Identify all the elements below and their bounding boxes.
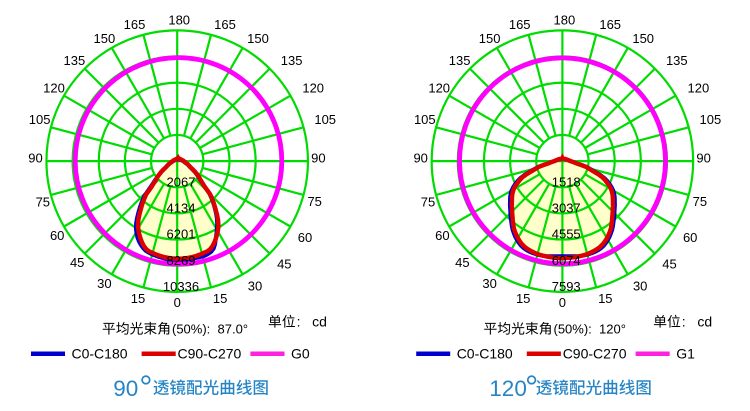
svg-text:60: 60 bbox=[298, 230, 312, 245]
svg-text:165: 165 bbox=[124, 17, 146, 32]
svg-text:120: 120 bbox=[43, 81, 65, 96]
svg-text:: cd: : cd bbox=[682, 314, 712, 330]
svg-text:C0-C180: C0-C180 bbox=[72, 346, 128, 362]
svg-text:150: 150 bbox=[247, 31, 269, 46]
svg-text:75: 75 bbox=[36, 194, 50, 209]
svg-text:15: 15 bbox=[516, 291, 530, 306]
svg-text:120: 120 bbox=[489, 376, 527, 401]
svg-text:15: 15 bbox=[598, 291, 612, 306]
svg-text:30: 30 bbox=[97, 276, 111, 291]
svg-text:105: 105 bbox=[414, 112, 436, 127]
svg-text:90: 90 bbox=[696, 151, 710, 166]
svg-text:C0-C180: C0-C180 bbox=[457, 346, 513, 362]
svg-text:120: 120 bbox=[688, 81, 710, 96]
svg-text:150: 150 bbox=[632, 31, 654, 46]
svg-text:: cd: : cd bbox=[297, 314, 327, 330]
svg-text:7593: 7593 bbox=[552, 279, 581, 294]
svg-text:(50%): 120°: (50%): 120° bbox=[554, 322, 626, 337]
svg-text:2067: 2067 bbox=[167, 174, 196, 189]
svg-text:135: 135 bbox=[666, 53, 688, 68]
svg-text:C90-C270: C90-C270 bbox=[178, 346, 242, 362]
svg-text:10336: 10336 bbox=[163, 279, 199, 294]
svg-text:135: 135 bbox=[64, 53, 86, 68]
svg-text:45: 45 bbox=[277, 256, 291, 271]
svg-text:105: 105 bbox=[29, 112, 51, 127]
svg-text:45: 45 bbox=[455, 255, 469, 270]
svg-text:G1: G1 bbox=[676, 346, 695, 362]
svg-text:180: 180 bbox=[168, 12, 190, 27]
svg-text:105: 105 bbox=[314, 112, 336, 127]
svg-text:120: 120 bbox=[428, 81, 450, 96]
svg-text:180: 180 bbox=[554, 12, 576, 27]
svg-text:105: 105 bbox=[700, 112, 722, 127]
svg-text:G0: G0 bbox=[291, 346, 310, 362]
svg-text:C90-C270: C90-C270 bbox=[563, 346, 627, 362]
svg-text:150: 150 bbox=[479, 31, 501, 46]
svg-text:0: 0 bbox=[559, 295, 566, 310]
svg-text:150: 150 bbox=[94, 31, 116, 46]
svg-text:30: 30 bbox=[482, 276, 496, 291]
svg-text:165: 165 bbox=[599, 17, 621, 32]
svg-text:165: 165 bbox=[509, 17, 531, 32]
svg-text:135: 135 bbox=[281, 53, 303, 68]
svg-text:90: 90 bbox=[28, 151, 42, 166]
svg-text:75: 75 bbox=[693, 194, 707, 209]
svg-text:15: 15 bbox=[213, 291, 227, 306]
svg-text:0: 0 bbox=[174, 295, 181, 310]
svg-text:90: 90 bbox=[311, 151, 325, 166]
svg-text:135: 135 bbox=[449, 53, 471, 68]
svg-text:75: 75 bbox=[421, 194, 435, 209]
svg-text:75: 75 bbox=[307, 194, 321, 209]
svg-text:165: 165 bbox=[214, 17, 236, 32]
svg-text:90: 90 bbox=[113, 376, 138, 401]
svg-text:45: 45 bbox=[662, 256, 676, 271]
svg-text:30: 30 bbox=[633, 278, 647, 293]
svg-text:1518: 1518 bbox=[552, 174, 581, 189]
svg-text:4134: 4134 bbox=[167, 201, 196, 216]
svg-text:3037: 3037 bbox=[552, 201, 581, 216]
svg-text:15: 15 bbox=[131, 291, 145, 306]
svg-text:120: 120 bbox=[302, 81, 324, 96]
svg-text:60: 60 bbox=[683, 230, 697, 245]
svg-text:(50%): 87.0°: (50%): 87.0° bbox=[172, 322, 248, 337]
svg-text:6201: 6201 bbox=[167, 227, 196, 242]
svg-text:90: 90 bbox=[413, 151, 427, 166]
svg-text:60: 60 bbox=[435, 228, 449, 243]
svg-text:6074: 6074 bbox=[552, 253, 581, 268]
svg-text:45: 45 bbox=[70, 255, 84, 270]
svg-text:30: 30 bbox=[248, 278, 262, 293]
svg-text:60: 60 bbox=[50, 228, 64, 243]
svg-text:4555: 4555 bbox=[552, 227, 581, 242]
svg-text:8269: 8269 bbox=[167, 253, 196, 268]
